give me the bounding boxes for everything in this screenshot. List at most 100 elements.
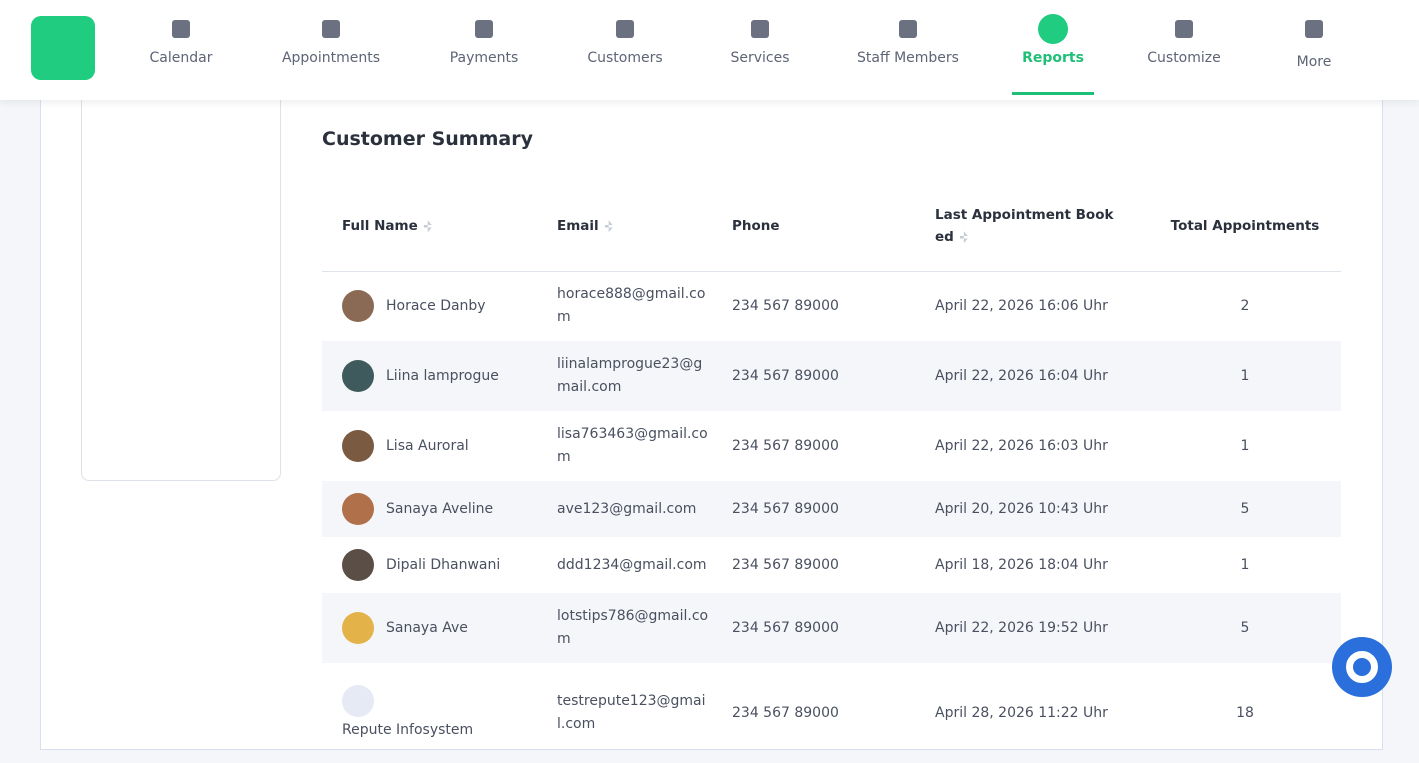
nav-item[interactable]: Appointments — [276, 0, 386, 96]
sort-icon[interactable] — [604, 220, 613, 233]
table-row: Repute Infosystem testrepute123@gmail.com… — [322, 663, 1341, 763]
nav-item[interactable]: Customers — [570, 0, 680, 96]
cell-text: April 20, 2026 10:43 Uhr — [935, 500, 1108, 517]
header-row: Full Name Email Phone Last Appointment Book… — [322, 182, 1341, 272]
table-cell: lisa763463@gmail.com — [537, 411, 712, 481]
avatar — [342, 430, 374, 462]
nav-item[interactable]: Payments — [429, 0, 539, 96]
table-cell: liinalamprogue23@gmail.com — [537, 341, 712, 411]
table-cell: Lisa Auroral — [322, 411, 537, 481]
table-cell: 2 — [1149, 271, 1341, 341]
header-text: Phone — [732, 218, 780, 235]
table-cell: testrepute123@gmail.com — [537, 663, 712, 763]
cell-text: ave123@gmail.com — [557, 500, 697, 517]
nav-label: More — [1296, 54, 1332, 70]
table-cell: April 28, 2026 11:22 Uhr — [915, 663, 1149, 763]
nav-label: Calendar — [149, 50, 213, 66]
cell-text: Repute Infosystem — [342, 721, 474, 738]
avatar — [342, 684, 374, 717]
cell-text: 18 — [1236, 704, 1254, 721]
help-button[interactable] — [1332, 637, 1392, 697]
nav-item[interactable]: Calendar — [126, 0, 236, 96]
cell-text: 234 567 89000 — [732, 500, 839, 517]
cell-text: April 28, 2026 11:22 Uhr — [935, 704, 1108, 721]
table-row: Lisa Auroral lisa763463@gmail.com 234 567 … — [322, 411, 1341, 481]
cell-text: 234 567 89000 — [732, 437, 839, 454]
table-cell: 234 567 89000 — [712, 593, 915, 663]
table-cell: Horace Danby — [322, 271, 537, 341]
table-cell: Sanaya Aveline — [322, 481, 537, 537]
nav-item[interactable]: Staff Members — [853, 0, 963, 96]
table-cell: April 22, 2026 16:06 Uhr — [915, 271, 1149, 341]
sort-icon[interactable] — [423, 220, 432, 233]
table-row: Liina lamprogue liinalamprogue23@gmail.co… — [322, 341, 1341, 411]
table-row: Dipali Dhanwani ddd1234@gmail.com 234 567 … — [322, 537, 1341, 593]
column-header: Full Name — [322, 182, 537, 272]
cell-text: Sanaya Aveline — [386, 501, 494, 517]
cell-text: 5 — [1240, 500, 1250, 517]
table-cell: 1 — [1149, 411, 1341, 481]
nav-item[interactable]: Customize — [1129, 0, 1239, 96]
nav-icon — [899, 20, 917, 38]
table-cell: Liina lamprogue — [322, 341, 537, 411]
table-cell: Repute Infosystem — [322, 663, 537, 763]
avatar — [342, 612, 374, 644]
avatar — [342, 360, 374, 392]
column-header: Phone — [712, 182, 915, 272]
sidebar-panel — [81, 90, 281, 481]
nav-label: Reports — [1022, 50, 1084, 66]
nav-item[interactable]: Reports — [1012, 0, 1094, 95]
cell-text: 234 567 89000 — [732, 556, 839, 573]
sort-icon[interactable] — [959, 231, 968, 244]
nav-label: Appointments — [281, 50, 381, 66]
table-cell: 234 567 89000 — [712, 271, 915, 341]
nav-item[interactable]: More — [1259, 0, 1369, 96]
cell-text: 1 — [1240, 367, 1250, 384]
top-nav: Calendar Appointments Payments Customers Ser… — [0, 0, 1419, 100]
avatar — [342, 549, 374, 581]
nav-label: Staff Members — [857, 50, 959, 66]
table-cell: 234 567 89000 — [712, 341, 915, 411]
table-cell: Dipali Dhanwani — [322, 537, 537, 593]
cell-text: lisa763463@gmail.com — [557, 426, 708, 465]
nav-icon — [751, 20, 769, 38]
nav-item[interactable]: Services — [705, 0, 815, 96]
customer-table: Full Name Email Phone Last Appointment Book… — [322, 182, 1341, 763]
logo[interactable] — [31, 16, 95, 80]
cell-text: Sanaya Ave — [386, 620, 468, 636]
section-title: Customer Summary — [322, 128, 533, 150]
cell-text: Liina lamprogue — [386, 368, 499, 384]
cell-text: testrepute123@gmail.com — [557, 693, 706, 732]
nav-label: Customers — [587, 50, 663, 66]
nav-label: Payments — [449, 50, 519, 66]
table-cell: Sanaya Ave — [322, 593, 537, 663]
avatar — [342, 493, 374, 525]
nav-icon — [1305, 20, 1323, 38]
table-cell: 234 567 89000 — [712, 537, 915, 593]
cell-text: 1 — [1240, 556, 1250, 573]
cell-text: liinalamprogue23@gmail.com — [557, 356, 703, 395]
cell-text: April 22, 2026 16:06 Uhr — [935, 297, 1108, 314]
table-cell: April 22, 2026 16:03 Uhr — [915, 411, 1149, 481]
cell-text: Horace Danby — [386, 298, 486, 315]
column-header: Email — [537, 182, 712, 272]
nav-icon — [475, 20, 493, 38]
cell-text: horace888@gmail.com — [557, 286, 706, 326]
table-cell: 1 — [1149, 537, 1341, 593]
cell-text: 5 — [1240, 619, 1250, 636]
table-cell: April 18, 2026 18:04 Uhr — [915, 537, 1149, 593]
table-row: Sanaya Ave lotstips786@gmail.com 234 567 8… — [322, 593, 1341, 663]
cell-text: April 22, 2026 16:03 Uhr — [935, 437, 1108, 454]
nav-label: Services — [730, 50, 790, 66]
table-cell: April 20, 2026 10:43 Uhr — [915, 481, 1149, 537]
cell-text: 1 — [1240, 437, 1250, 454]
table-cell: April 22, 2026 16:04 Uhr — [915, 341, 1149, 411]
cell-text: ddd1234@gmail.com — [557, 556, 707, 573]
column-header: Total Appointments — [1149, 182, 1341, 272]
cell-text: 234 567 89000 — [732, 619, 839, 636]
cell-text: 2 — [1240, 297, 1250, 314]
table-cell: 18 — [1149, 663, 1341, 763]
nav-icon — [1175, 20, 1193, 38]
table-cell: 234 567 89000 — [712, 411, 915, 481]
